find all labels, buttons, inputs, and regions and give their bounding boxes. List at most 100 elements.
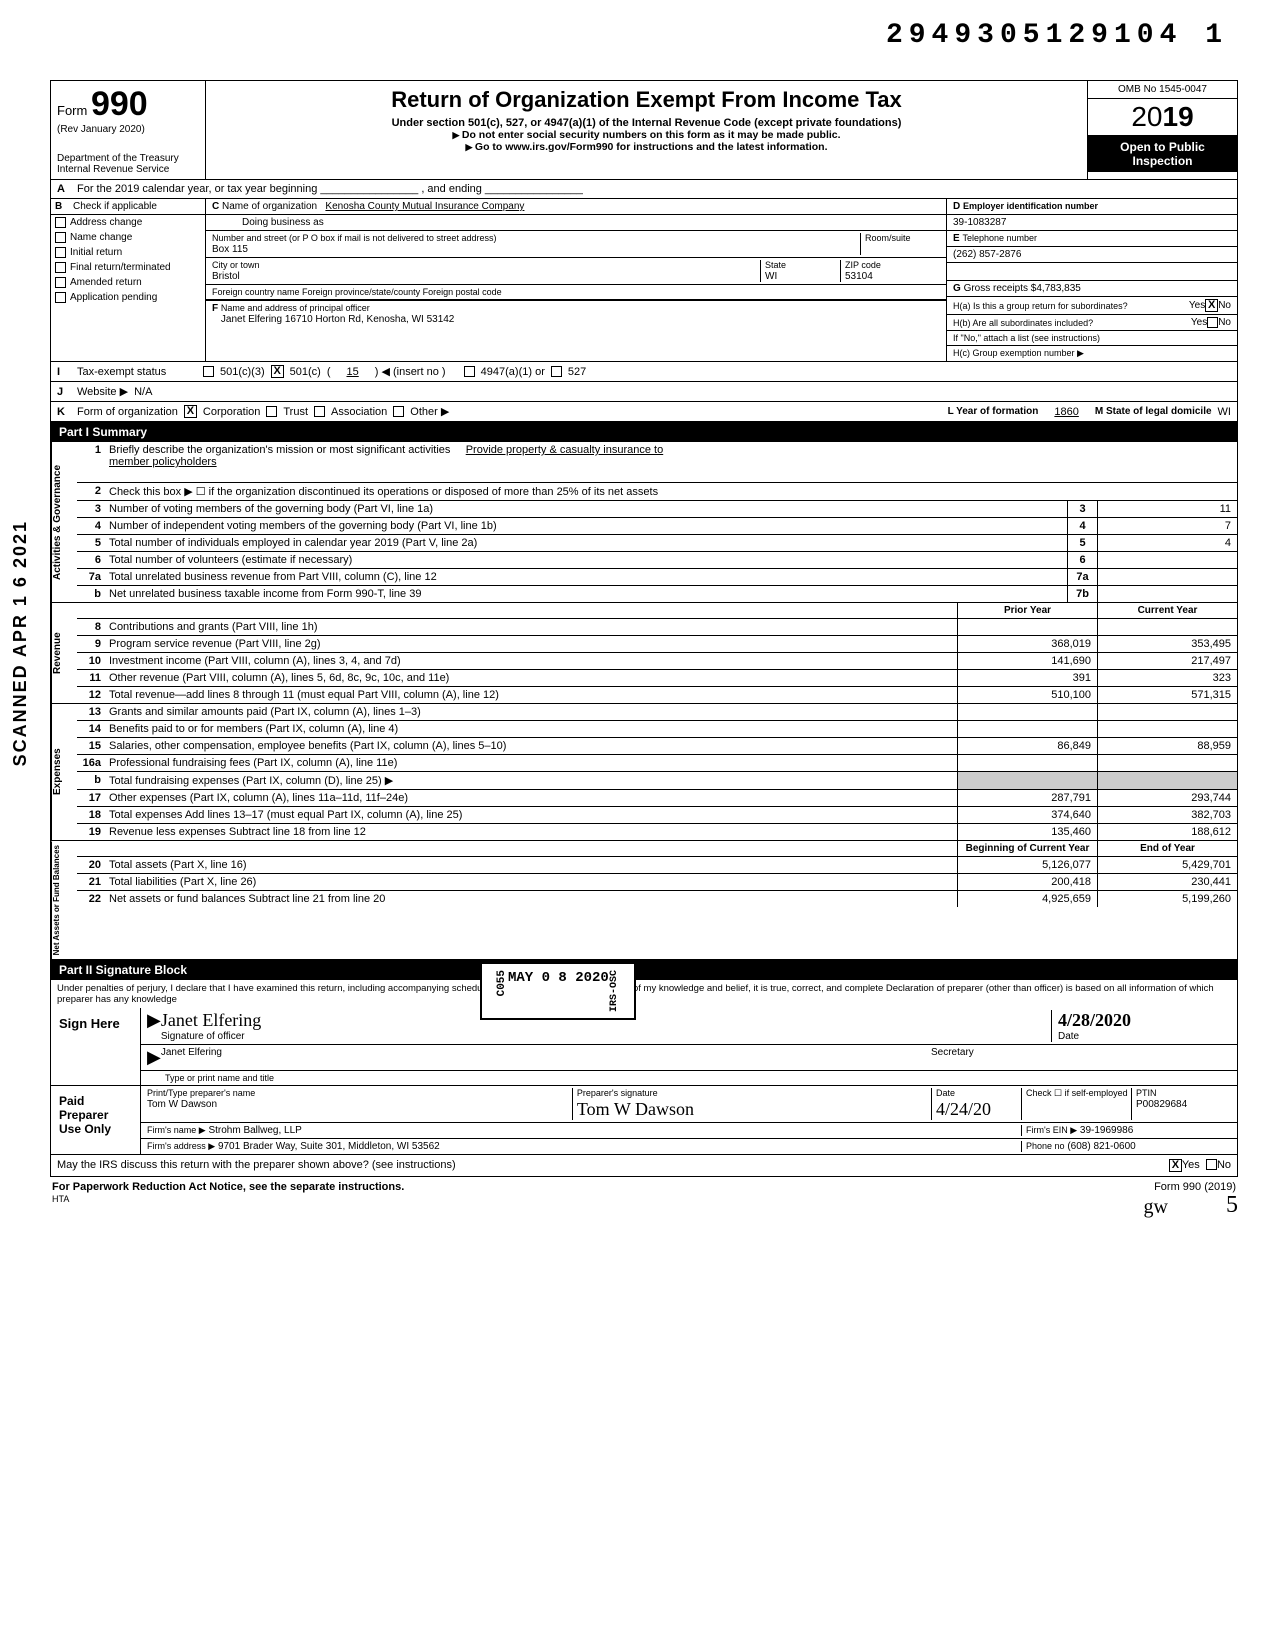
checkbox-corp[interactable]: X: [184, 405, 197, 418]
revenue-line: 11Other revenue (Part VIII, column (A), …: [77, 670, 1237, 687]
prior-year-header: Prior Year: [957, 603, 1097, 618]
summary-line: 6Total number of volunteers (estimate if…: [77, 552, 1237, 569]
discuss-no-checkbox[interactable]: [1206, 1159, 1217, 1170]
letter-c: C: [212, 201, 219, 212]
hb-no: No: [1218, 317, 1231, 328]
checkbox-address-change[interactable]: [55, 217, 66, 228]
ha-label: H(a) Is this a group return for subordin…: [953, 301, 1189, 311]
tax-year: 2019: [1088, 99, 1237, 136]
checkbox-app-pending[interactable]: [55, 292, 66, 303]
city-label: City or town: [212, 260, 260, 270]
checkbox-assoc[interactable]: [314, 406, 325, 417]
officer-signature: Janet Elfering: [161, 1010, 261, 1030]
checkbox-other[interactable]: [393, 406, 404, 417]
checkbox-527[interactable]: [551, 366, 562, 377]
form-number-box: Form 990 (Rev January 2020) Department o…: [51, 81, 206, 179]
ptin-label: PTIN: [1136, 1088, 1157, 1098]
net-assets-label: Net Assets or Fund Balances: [51, 841, 77, 959]
opt-other: Other ▶: [410, 405, 449, 418]
expense-line: 13Grants and similar amounts paid (Part …: [77, 704, 1237, 721]
zip-value: 53104: [845, 271, 873, 282]
revenue-line: 12Total revenue—add lines 8 through 11 (…: [77, 687, 1237, 703]
officer-title: Secretary: [931, 1047, 974, 1058]
zip-label: ZIP code: [845, 260, 881, 270]
revenue-line: 9Program service revenue (Part VIII, lin…: [77, 636, 1237, 653]
checkbox-initial-return[interactable]: [55, 247, 66, 258]
revenue-line: 10Investment income (Part VIII, column (…: [77, 653, 1237, 670]
discuss-yes-checkbox[interactable]: X: [1169, 1159, 1182, 1172]
expense-line: 15Salaries, other compensation, employee…: [77, 738, 1237, 755]
summary-line: 1Briefly describe the organization's mis…: [77, 442, 1237, 483]
paid-preparer-label: Paid Preparer Use Only: [51, 1086, 141, 1154]
col-b-header: Check if applicable: [73, 201, 157, 212]
letter-k: K: [57, 406, 71, 418]
checkbox-trust[interactable]: [266, 406, 277, 417]
expense-line: 14Benefits paid to or for members (Part …: [77, 721, 1237, 738]
firm-ein-label: Firm's EIN ▶: [1026, 1125, 1077, 1135]
501c-tail: ) ◀ (insert no ): [375, 365, 446, 378]
state-value: WI: [765, 271, 777, 282]
open-line1: Open to Public: [1120, 140, 1205, 154]
checkbox-4947[interactable]: [464, 366, 475, 377]
ha-no: No: [1218, 300, 1231, 311]
lbl-address-change: Address change: [70, 217, 142, 228]
discuss-no: No: [1217, 1159, 1231, 1172]
year-prefix: 20: [1131, 101, 1162, 132]
expense-line: 18Total expenses Add lines 13–17 (must e…: [77, 807, 1237, 824]
lbl-final-return: Final return/terminated: [70, 262, 171, 273]
form-warn: Do not enter social security numbers on …: [212, 129, 1081, 141]
website-label: Website ▶: [77, 385, 128, 398]
self-employed-label: Check ☐ if self-employed: [1021, 1088, 1131, 1120]
website-value: N/A: [134, 386, 152, 398]
letter-i: I: [57, 366, 71, 378]
dba-label: Doing business as: [242, 217, 324, 228]
prep-name: Tom W Dawson: [147, 1099, 217, 1110]
net-asset-line: 21Total liabilities (Part X, line 26)200…: [77, 874, 1237, 891]
checkbox-final-return[interactable]: [55, 262, 66, 273]
officer-label: Name and address of principal officer: [221, 303, 370, 313]
checkbox-501c3[interactable]: [203, 366, 214, 377]
scanned-stamp: SCANNED APR 1 6 2021: [10, 520, 31, 766]
officer-name: Janet Elfering: [161, 1047, 222, 1058]
opt-trust: Trust: [283, 406, 308, 418]
501c-number: 15: [336, 366, 368, 378]
part2-header: Part II Signature Block: [50, 960, 1238, 980]
checkbox-name-change[interactable]: [55, 232, 66, 243]
letter-a: A: [51, 180, 71, 198]
col-b: B Check if applicable Address change Nam…: [51, 199, 206, 361]
lbl-name-change: Name change: [70, 232, 132, 243]
letter-f: F: [212, 303, 218, 325]
sign-here-label: Sign Here: [51, 1008, 141, 1085]
opt-corp: Corporation: [203, 406, 260, 418]
city-value: Bristol: [212, 271, 240, 282]
letter-j: J: [57, 386, 71, 398]
lbl-app-pending: Application pending: [70, 292, 157, 303]
discuss-question: May the IRS discuss this return with the…: [57, 1159, 1169, 1172]
checkbox-501c[interactable]: X: [271, 365, 284, 378]
checkbox-amended[interactable]: [55, 277, 66, 288]
form-org-label: Form of organization: [77, 406, 178, 418]
year-formation-value: 1860: [1044, 406, 1088, 418]
form-rev: (Rev January 2020): [57, 124, 199, 135]
opt-501c3: 501(c)(3): [220, 366, 265, 378]
summary-line: bNet unrelated business taxable income f…: [77, 586, 1237, 602]
officer-value: Janet Elfering 16710 Horton Rd, Kenosha,…: [221, 314, 454, 325]
firm-ein: 39-1969986: [1080, 1125, 1133, 1136]
name-label: Name of organization: [222, 201, 317, 212]
state-domicile-label: M State of legal domicile: [1095, 406, 1212, 417]
handwriting-number: 5: [1226, 1192, 1238, 1219]
summary-line: 4Number of independent voting members of…: [77, 518, 1237, 535]
hb-checkbox[interactable]: [1207, 317, 1218, 328]
firm-addr: 9701 Brader Way, Suite 301, Middleton, W…: [218, 1141, 440, 1152]
summary-line: 7aTotal unrelated business revenue from …: [77, 569, 1237, 586]
addr-value: Box 115: [212, 244, 248, 255]
beginning-year-header: Beginning of Current Year: [957, 841, 1097, 856]
open-line2: Inspection: [1132, 154, 1192, 168]
sign-date: 4/28/2020: [1058, 1010, 1131, 1030]
irs-label: Internal Revenue Service: [57, 164, 199, 175]
tel-value: (262) 857-2876: [947, 247, 1237, 263]
prep-name-label: Print/Type preparer's name: [147, 1088, 255, 1098]
page-footer: For Paperwork Reduction Act Notice, see …: [50, 1177, 1238, 1209]
signature-label: Signature of officer: [161, 1031, 245, 1042]
ha-checkbox-no[interactable]: X: [1205, 299, 1218, 312]
